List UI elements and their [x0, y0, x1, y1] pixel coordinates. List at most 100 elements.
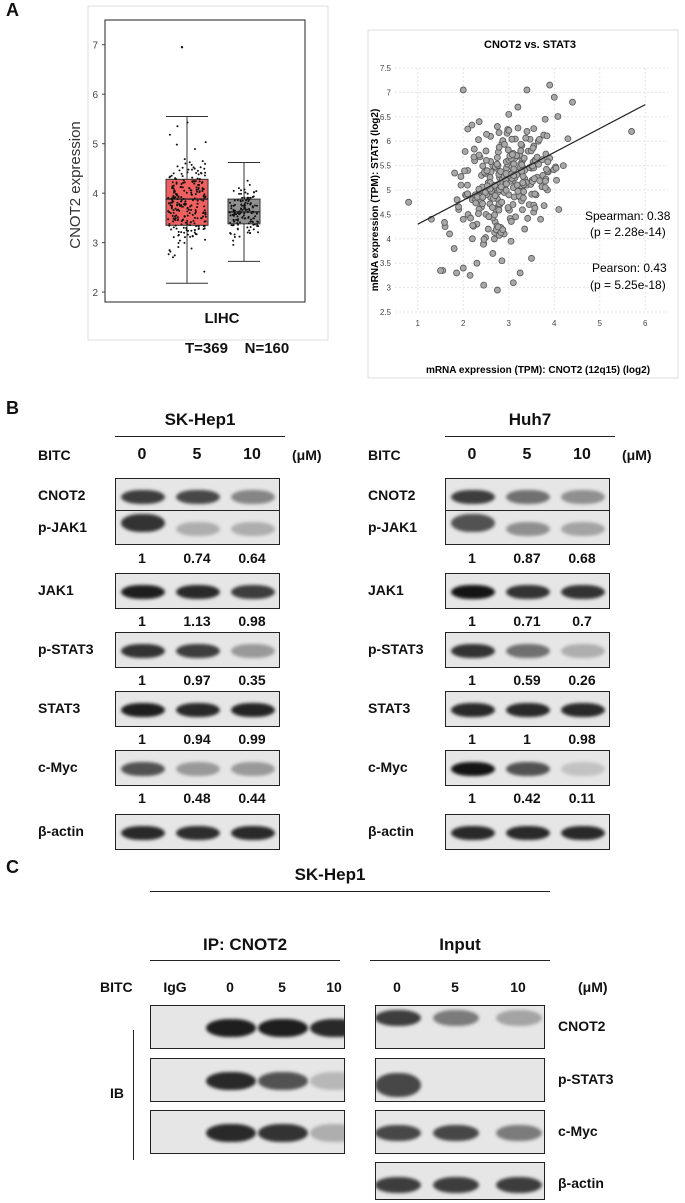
- boxplot-point: [188, 161, 191, 164]
- scatter-point: [509, 201, 517, 208]
- boxplot-point: [249, 218, 252, 221]
- boxplot-point: [185, 226, 188, 229]
- boxplot-point: [196, 177, 199, 180]
- boxplot-point: [185, 221, 188, 224]
- co-ip-row-label-p-STAT3: p-STAT3: [558, 1071, 614, 1087]
- scatter-point: [528, 254, 535, 262]
- boxplot-ytick-label: 3: [92, 239, 98, 250]
- boxplot-point: [193, 182, 196, 185]
- quant-value: 0.26: [568, 672, 596, 688]
- band: [258, 1124, 308, 1142]
- co-ip-row-label-CNOT2: CNOT2: [558, 1018, 606, 1034]
- boxplot-point: [172, 191, 175, 194]
- boxplot-point: [169, 204, 172, 207]
- boxplot-point: [171, 256, 174, 259]
- scatter-point: [495, 143, 503, 151]
- boxplot-point: [188, 212, 191, 215]
- band: [206, 1124, 256, 1142]
- boxplot-point: [193, 197, 196, 200]
- treatment-label: BITC: [368, 447, 401, 463]
- boxplot-point: [247, 196, 250, 199]
- blot-β-actin: [445, 814, 610, 850]
- scatter-point: [537, 215, 544, 223]
- quant-value: 0.42: [513, 790, 541, 806]
- blot-CNOT2: [115, 478, 280, 514]
- scatter-xtick-label: 2: [461, 319, 466, 328]
- quant-value: 1: [138, 790, 146, 806]
- quant-value: 1: [468, 613, 476, 629]
- scatter-ytick-label: 5.5: [380, 162, 392, 171]
- boxplot-point: [172, 194, 175, 197]
- scatter-point: [490, 235, 498, 243]
- co-ip-row-label-β-actin: β-actin: [558, 1175, 604, 1191]
- quant-value: 0.74: [183, 550, 211, 566]
- scatter-ytick-label: 5: [387, 186, 392, 195]
- scatter-point: [520, 188, 528, 195]
- boxplot-point: [183, 158, 186, 161]
- band: [561, 644, 605, 658]
- scatter-point: [504, 146, 512, 154]
- boxplot-point: [185, 191, 188, 194]
- ip-blot-CNOT2: [150, 1005, 345, 1049]
- boxplot-point: [194, 209, 197, 212]
- boxplot-point: [245, 198, 248, 201]
- band: [506, 585, 550, 599]
- quant-value: 1: [468, 731, 476, 747]
- boxplot-point: [186, 121, 189, 124]
- scatter-point: [482, 156, 490, 164]
- boxplot-point: [244, 191, 247, 194]
- boxplot-point: [232, 219, 235, 222]
- boxplot-point: [180, 231, 183, 234]
- band: [176, 703, 220, 717]
- band: [496, 1125, 542, 1141]
- quant-value: 1: [138, 731, 146, 747]
- band: [231, 644, 275, 658]
- co-ip-underline: [150, 891, 550, 892]
- boxplot-point: [190, 204, 193, 207]
- scatter-xtick-label: 5: [598, 319, 603, 328]
- boxplot-point: [183, 215, 186, 218]
- blot-STAT3: [445, 691, 610, 727]
- band: [310, 1072, 344, 1090]
- boxplot-point: [197, 187, 200, 190]
- ip-underline: [150, 960, 340, 961]
- scatter-point: [509, 279, 517, 287]
- scatter-point: [461, 167, 468, 175]
- boxplot-point: [181, 166, 184, 169]
- boxplot-point: [194, 193, 197, 196]
- band: [206, 1019, 256, 1037]
- boxplot-point: [197, 173, 200, 176]
- scatter-point: [489, 204, 496, 211]
- boxplot-point: [200, 198, 203, 201]
- boxplot-point: [246, 231, 249, 234]
- scatter-point: [529, 144, 537, 152]
- boxplot-point: [174, 224, 177, 227]
- boxplot-point: [168, 223, 171, 226]
- boxplot-point: [238, 213, 241, 216]
- scatter-xtick-label: 4: [552, 319, 557, 328]
- quant-value: 0.44: [238, 790, 266, 806]
- blot-CNOT2: [445, 478, 610, 514]
- boxplot-point: [192, 199, 195, 202]
- boxplot-point: [194, 211, 197, 214]
- boxplot-point: [174, 219, 177, 222]
- boxplot-point: [193, 222, 196, 225]
- scatter-point: [544, 158, 552, 166]
- scatter-point: [569, 98, 576, 106]
- boxplot-point: [186, 214, 189, 217]
- blot-β-actin: [115, 814, 280, 850]
- boxplot-point: [251, 196, 254, 199]
- boxplot-point: [249, 225, 252, 228]
- boxplot-point: [247, 217, 250, 220]
- boxplot-point: [248, 209, 251, 212]
- boxplot-point: [204, 238, 207, 241]
- boxplot-point: [178, 169, 181, 172]
- boxplot-point: [172, 184, 175, 187]
- scatter-point: [504, 204, 512, 212]
- boxplot-point: [198, 178, 201, 181]
- panel-a-figure: 2 3 4 5 6 7 CNOT2 expression LIHC 2.5 3 3.5 4 4.5…: [67, 5, 679, 379]
- boxplot-point: [244, 201, 247, 204]
- boxplot-point: [176, 201, 179, 204]
- band: [561, 490, 605, 504]
- boxplot-point: [190, 163, 193, 166]
